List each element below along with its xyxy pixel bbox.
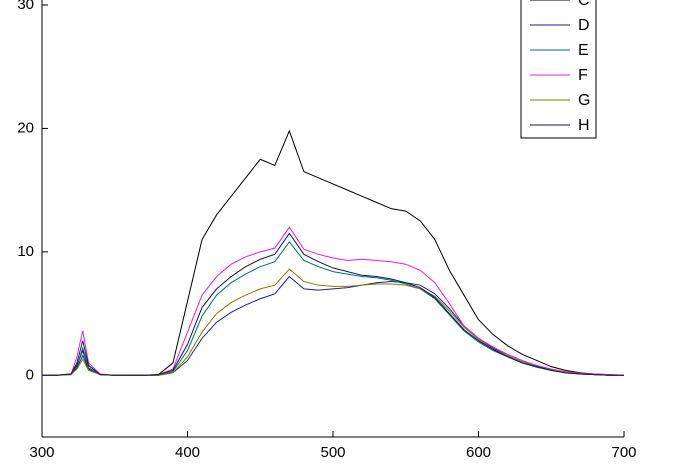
series-line — [42, 241, 624, 376]
legend-box — [520, 0, 597, 139]
legend-label: D — [578, 17, 590, 34]
series-line — [42, 268, 624, 376]
x-tick-label: 500 — [320, 444, 345, 461]
x-tick-label: 300 — [29, 444, 54, 461]
legend-label: F — [578, 67, 588, 84]
series-line — [42, 226, 625, 376]
series-line — [42, 232, 624, 376]
legend-label: C — [578, 0, 590, 9]
y-tick-label: 30 — [17, 0, 34, 13]
y-tick-label: 10 — [17, 243, 34, 260]
x-tick-label: 700 — [611, 444, 636, 461]
series-line — [42, 129, 625, 376]
y-tick-label: 20 — [17, 119, 34, 136]
legend-label: E — [578, 42, 589, 59]
x-tick-label: 400 — [175, 444, 200, 461]
legend-label: G — [578, 92, 590, 109]
x-tick-label: 600 — [466, 444, 491, 461]
legend-label: H — [578, 117, 590, 134]
y-tick-label: 0 — [26, 366, 34, 383]
